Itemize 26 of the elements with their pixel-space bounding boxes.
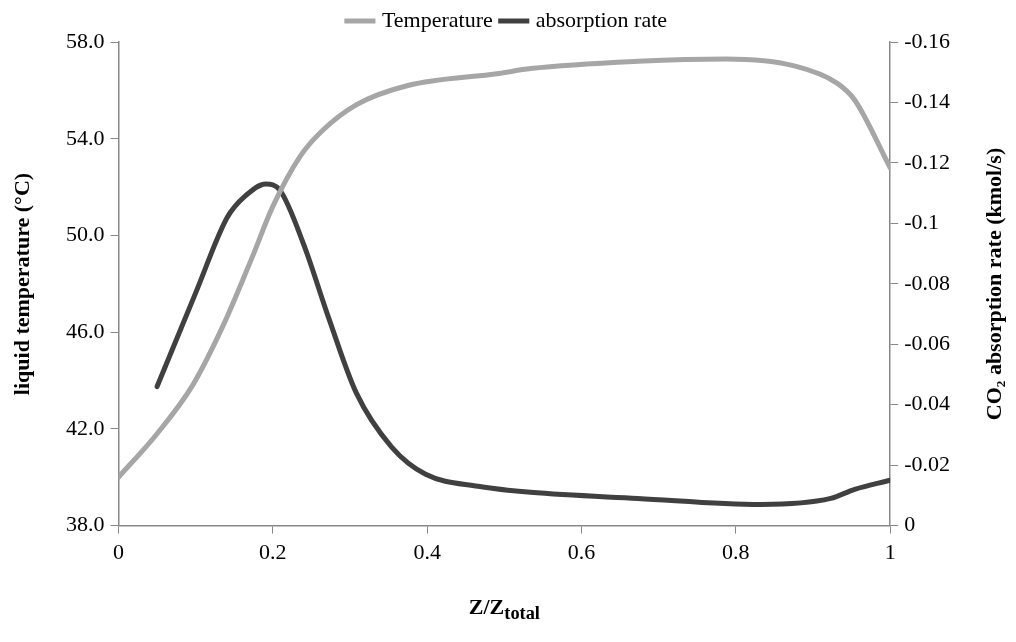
y-tick-label: 42.0 [66, 414, 105, 440]
x-tick-label: 0 [113, 538, 124, 564]
legend-label: Temperature [381, 6, 493, 32]
x-tick-label: 0.2 [259, 538, 287, 564]
y2-tick-label: -0.08 [904, 269, 950, 295]
x-axis-title: Z/Z$_{total}$ [468, 593, 540, 624]
y2-tick-label: -0.14 [904, 88, 950, 114]
y2-tick-label: -0.04 [904, 390, 950, 416]
y2-tick-label: -0.1 [904, 209, 939, 235]
x-tick-label: 0.6 [567, 538, 596, 564]
y-tick-label: 38.0 [66, 511, 105, 537]
y2-tick-label: 0 [904, 511, 916, 537]
y-tick-label: 58.0 [66, 27, 105, 53]
y-axis-title: liquid temperature (°C) [9, 172, 36, 395]
y-tick-label: 50.0 [66, 221, 105, 247]
y2-tick-label: -0.12 [904, 148, 950, 174]
y2-tick-label: -0.02 [904, 450, 950, 476]
y2-tick-label: -0.06 [904, 330, 950, 356]
legend-label: absorption rate [535, 6, 668, 32]
y2-tick-label: -0.16 [904, 27, 950, 53]
x-tick-label: 0.4 [413, 538, 441, 564]
x-tick-label: 1 [884, 538, 896, 564]
y2-axis-title: CO₂ absorption rate (kmol/s) [981, 147, 1008, 421]
y-tick-label: 46.0 [66, 317, 105, 343]
x-tick-label: 0.8 [722, 538, 750, 564]
y-tick-label: 54.0 [66, 124, 105, 150]
